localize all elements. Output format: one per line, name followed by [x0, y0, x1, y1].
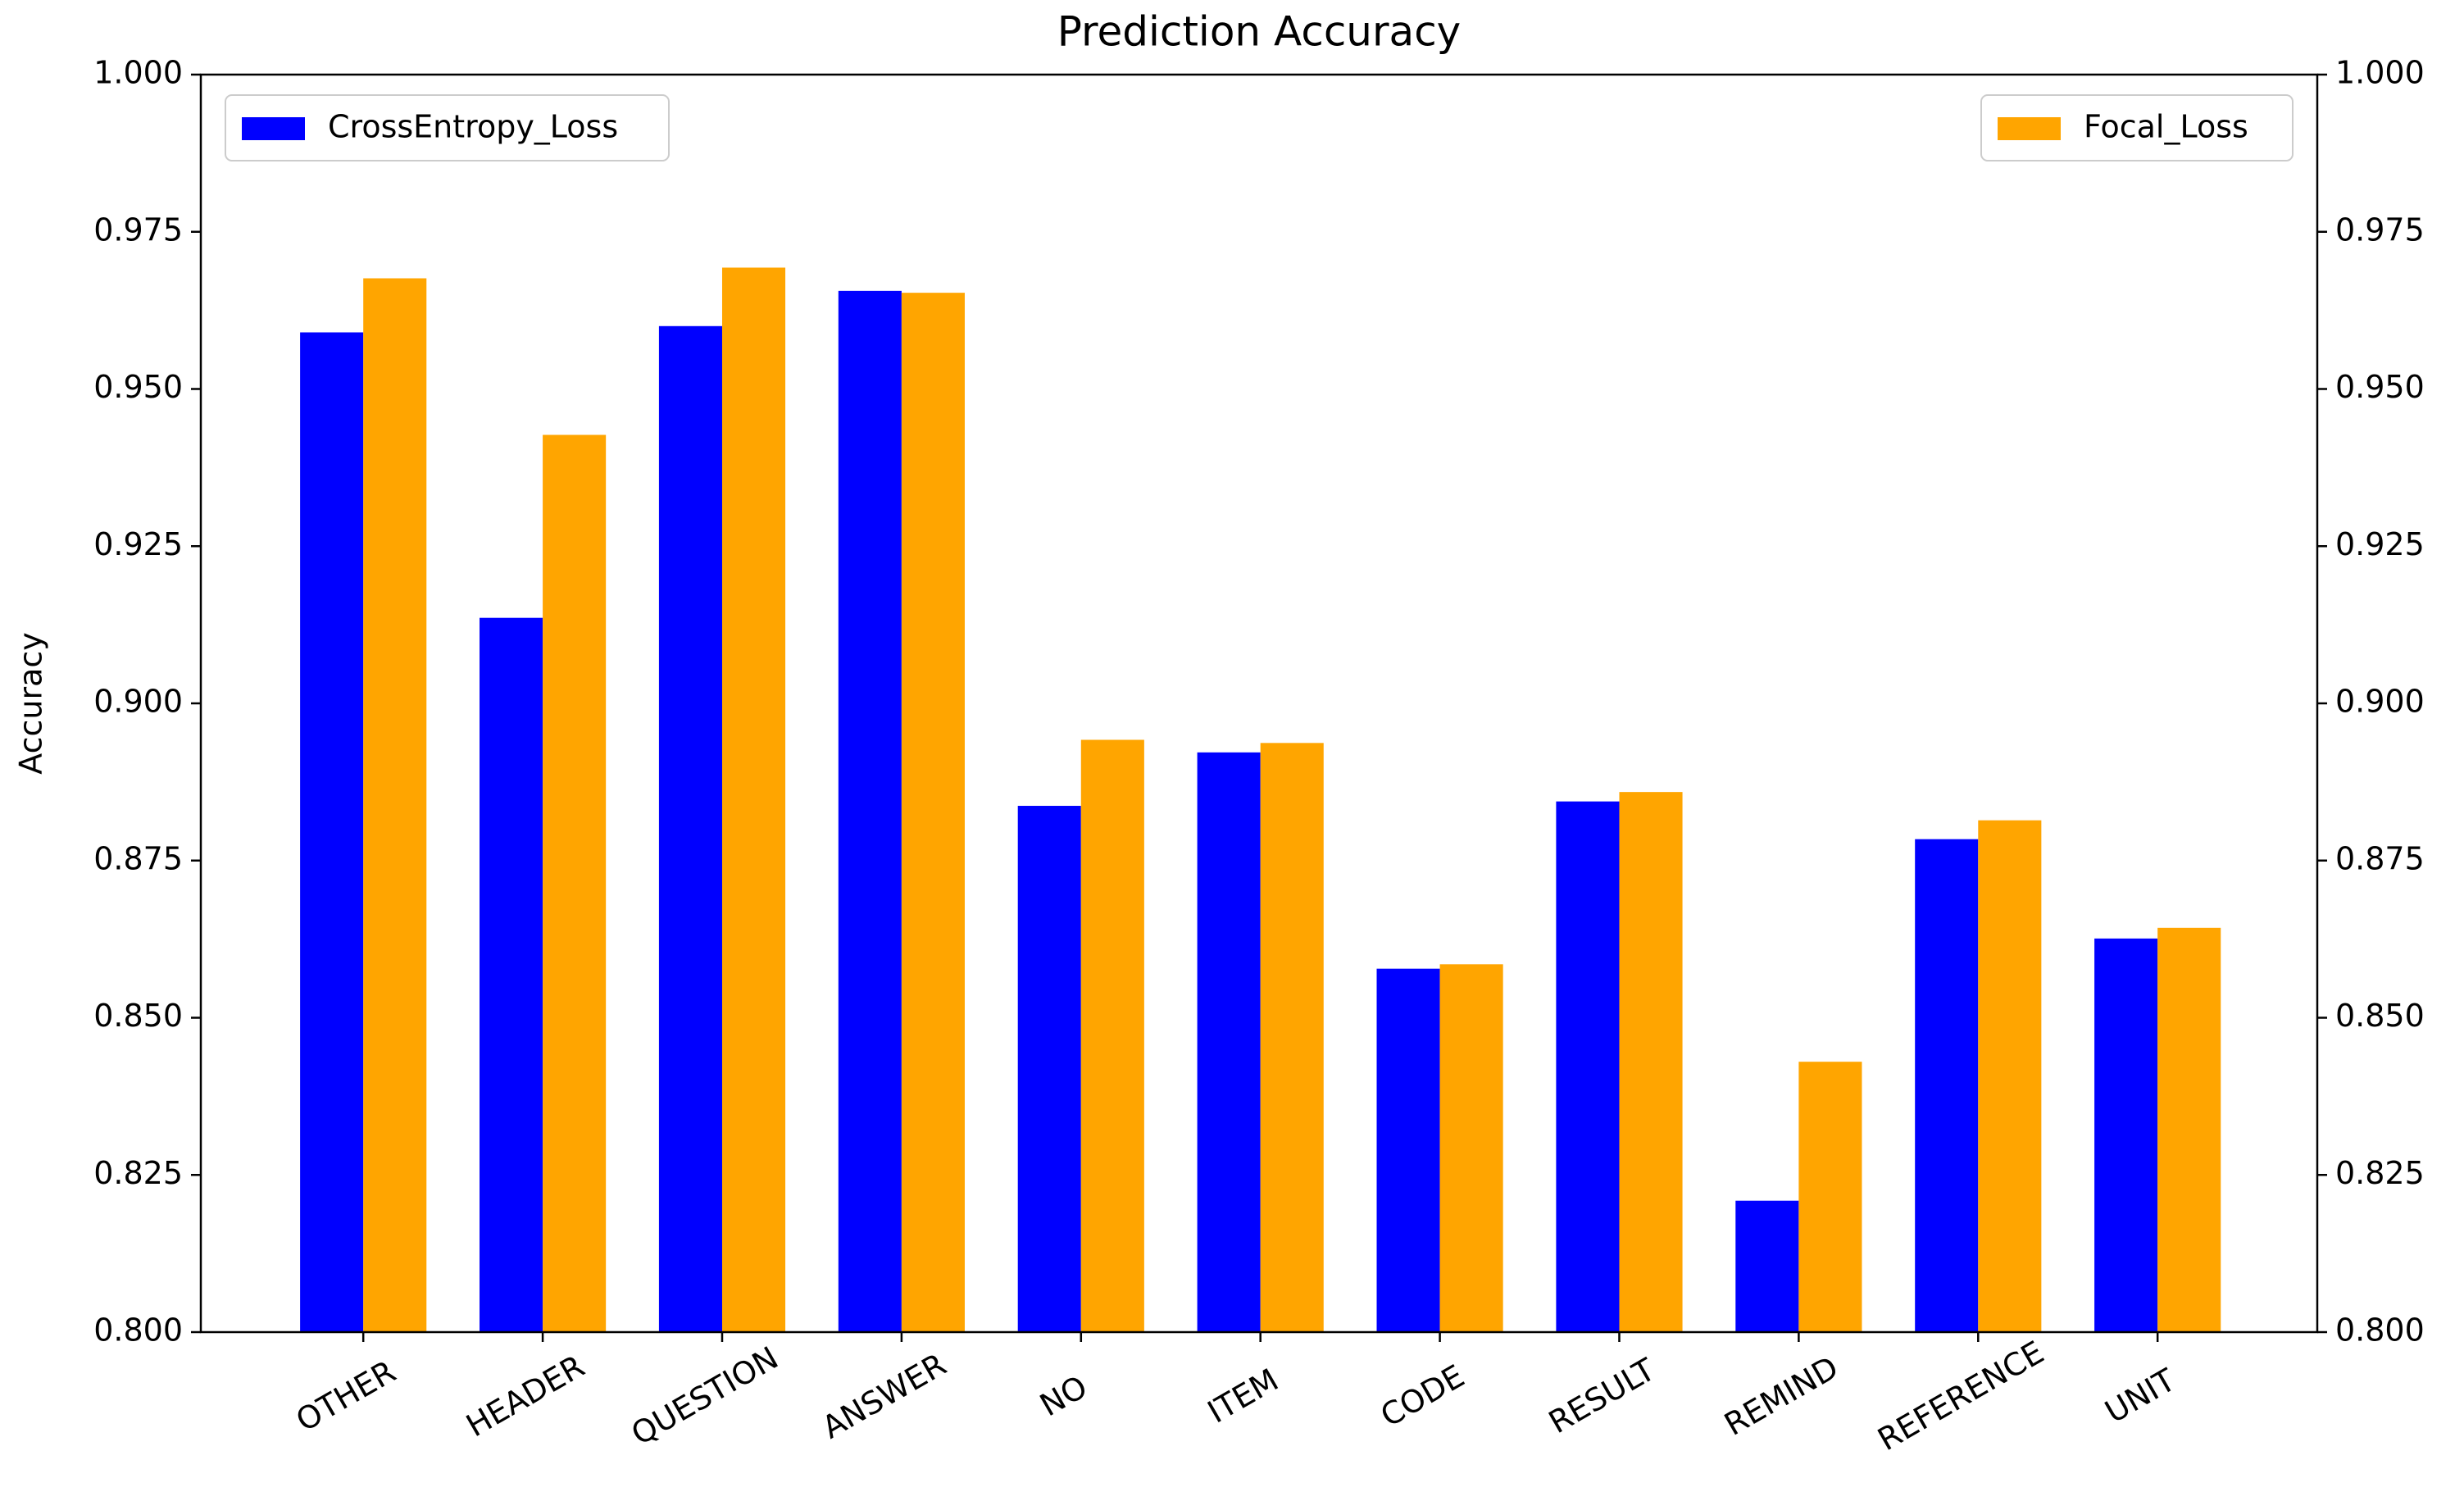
- bar: [721, 267, 786, 1332]
- y-tick-label: 0.800: [93, 1312, 183, 1349]
- y-tick-label: 0.925: [93, 526, 183, 562]
- bar: [480, 617, 543, 1332]
- bar: [901, 293, 965, 1333]
- x-tick-label: NO: [1034, 1368, 1093, 1423]
- x-tick-label: OTHER: [290, 1353, 402, 1439]
- y-tick-label: 0.825: [93, 1155, 183, 1191]
- y2-tick-label: 0.875: [2335, 840, 2425, 876]
- legend-label: Focal_Loss: [2084, 109, 2248, 145]
- bar: [1735, 1200, 1799, 1332]
- x-tick-label: REFERENCE: [1871, 1334, 2049, 1458]
- chart-title: Prediction Accuracy: [1057, 8, 1462, 56]
- legend-box: [225, 94, 670, 161]
- bar: [1017, 806, 1081, 1332]
- legend-swatch: [242, 117, 305, 140]
- y-axis-label: Accuracy: [13, 632, 49, 775]
- y-tick-label: 0.900: [93, 684, 183, 720]
- y2-tick-label: 0.800: [2335, 1312, 2425, 1349]
- bar: [1080, 739, 1144, 1332]
- x-tick-label: UNIT: [2099, 1362, 2182, 1430]
- y2-tick-label: 0.950: [2335, 369, 2425, 405]
- bar: [2094, 938, 2158, 1332]
- bar: [543, 434, 607, 1333]
- y-tick-label: 1.000: [93, 55, 183, 91]
- legend-label: CrossEntropy_Loss: [328, 109, 618, 145]
- bar: [1556, 801, 1620, 1332]
- y2-tick-label: 0.925: [2335, 526, 2425, 562]
- x-tick-label: REMIND: [1718, 1349, 1844, 1443]
- bar: [1619, 792, 1683, 1332]
- y-tick-label: 0.975: [93, 211, 183, 248]
- bar: [300, 332, 364, 1333]
- bar: [658, 325, 722, 1332]
- y-tick-label: 0.875: [93, 840, 183, 876]
- y2-tick-label: 1.000: [2335, 55, 2425, 91]
- bar: [1439, 964, 1503, 1332]
- bar: [838, 290, 902, 1332]
- bar: [1978, 820, 2042, 1332]
- x-tick-label: CODE: [1375, 1358, 1471, 1434]
- bar: [1197, 752, 1261, 1332]
- bar: [363, 278, 427, 1332]
- x-tick-label: ANSWER: [816, 1346, 952, 1445]
- y2-tick-label: 0.900: [2335, 684, 2425, 720]
- y-tick-label: 0.850: [93, 998, 183, 1034]
- y2-tick-label: 0.850: [2335, 998, 2425, 1034]
- bar: [1260, 743, 1324, 1332]
- y2-tick-label: 0.975: [2335, 211, 2425, 248]
- bar: [1798, 1062, 1862, 1332]
- legend-box: [1980, 94, 2294, 161]
- x-tick-label: ITEM: [1202, 1362, 1284, 1430]
- x-tick-label: HEADER: [460, 1348, 590, 1444]
- legend-swatch: [1998, 117, 2061, 140]
- bar: [1915, 839, 1979, 1332]
- x-tick-label: QUESTION: [625, 1339, 784, 1452]
- y2-tick-label: 0.825: [2335, 1155, 2425, 1191]
- bar: [2157, 927, 2221, 1332]
- x-tick-label: RESULT: [1543, 1351, 1662, 1440]
- bar: [1376, 968, 1440, 1332]
- y-tick-label: 0.950: [93, 369, 183, 405]
